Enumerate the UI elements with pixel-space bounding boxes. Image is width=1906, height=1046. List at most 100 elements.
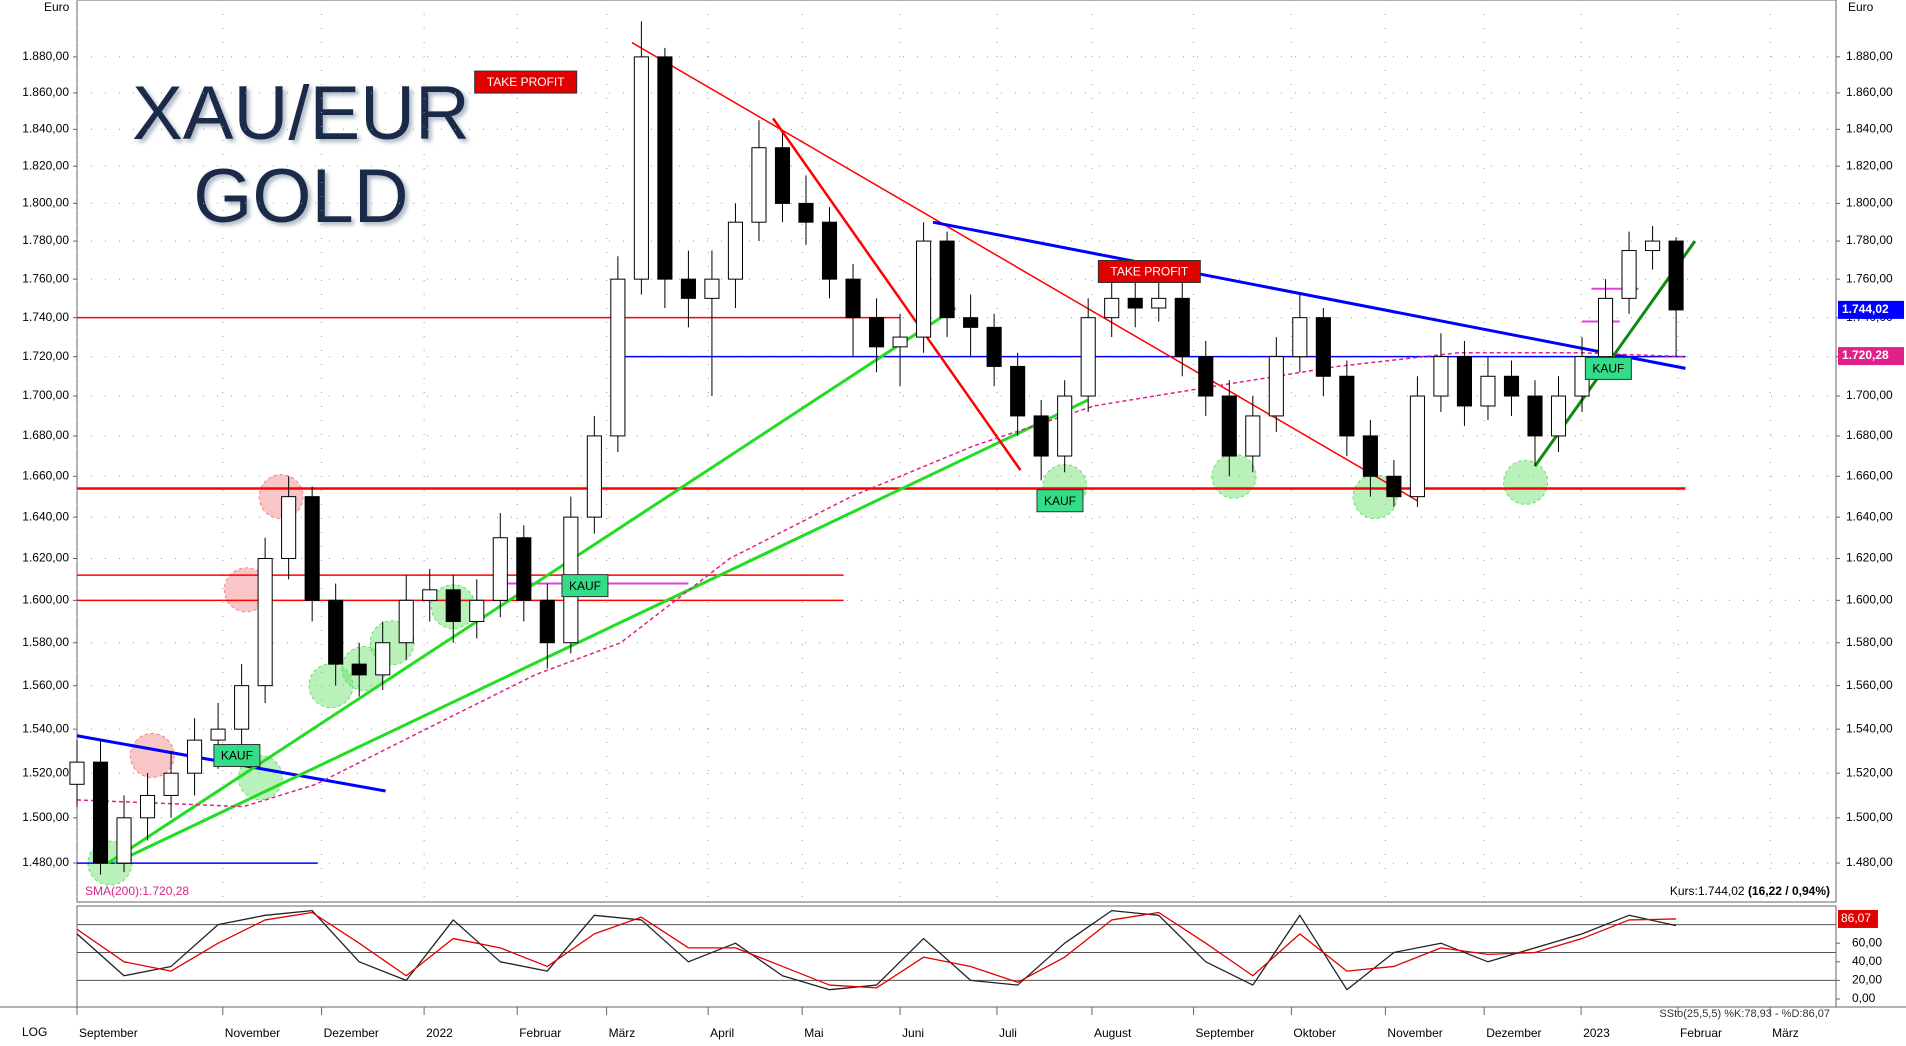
- annotation-label: KAUF: [569, 579, 601, 593]
- y-tick-label: 1.540,00: [22, 721, 69, 735]
- title-line: XAU/EUR: [132, 71, 470, 156]
- candle-body: [892, 336, 908, 348]
- candle-body: [1503, 375, 1520, 397]
- candle-body: [963, 317, 979, 328]
- candle-body: [398, 599, 414, 644]
- y-tick-label: 1.560,00: [22, 678, 69, 692]
- y-tick-label: 1.760,00: [1846, 271, 1893, 285]
- price-tag: [1838, 300, 1904, 319]
- y-tick-label: 60,00: [1852, 935, 1882, 949]
- candle-body: [281, 496, 297, 559]
- candle-body: [1621, 250, 1637, 299]
- indicator-legend: SSto(25,5,5) %K:78,93 - %D:86,07: [1659, 1008, 1830, 1020]
- y-tick-label: 1.520,00: [1846, 765, 1893, 779]
- y-tick-label: 1.680,00: [22, 428, 69, 442]
- candle-body: [257, 557, 273, 687]
- x-tick-label: September: [1196, 1026, 1255, 1040]
- candle-body: [1268, 356, 1284, 417]
- y-tick-label: 1.480,00: [22, 855, 69, 869]
- y-tick-label: 1.840,00: [22, 122, 69, 136]
- annotation-box: [1036, 489, 1084, 513]
- y-tick-label: 1.640,00: [1846, 509, 1893, 523]
- candle-body: [422, 589, 438, 601]
- price-info: Kurs:1.744,02 (16,22 / 0,94%): [1670, 884, 1830, 898]
- y-tick-label: 1.740,00: [22, 310, 69, 324]
- candle-body: [1221, 395, 1237, 457]
- y-tick-label: 1.840,00: [1846, 122, 1893, 136]
- x-tick-label: Dezember: [324, 1026, 379, 1040]
- y-tick-label: 1.620,00: [22, 551, 69, 565]
- candle-body: [633, 56, 649, 280]
- stoch-line: [76, 910, 1677, 991]
- x-tick-label: August: [1094, 1026, 1132, 1040]
- candle-body: [234, 685, 250, 730]
- y-axis-label: Euro: [44, 0, 70, 14]
- annotation-box: [213, 744, 261, 768]
- highlight: [1503, 459, 1549, 505]
- candle-body: [1151, 297, 1167, 309]
- candle-body: [1409, 395, 1425, 498]
- candle-body: [1245, 415, 1261, 457]
- x-tick-label: 2022: [426, 1026, 453, 1040]
- y-tick-label: 40,00: [1852, 954, 1882, 968]
- annotation-box: [1584, 356, 1632, 380]
- candle-body: [1198, 356, 1214, 397]
- y-tick-label: 1.800,00: [1846, 196, 1893, 210]
- x-tick-label: Oktober: [1293, 1026, 1336, 1040]
- candle-body: [821, 221, 838, 280]
- trend-line: [772, 117, 1022, 471]
- annotation-box: [474, 70, 578, 94]
- trend-line: [932, 220, 1686, 370]
- candle-body: [516, 537, 532, 601]
- candle-body: [328, 599, 344, 665]
- price-info-value: Kurs:1.744,02: [1670, 884, 1745, 898]
- y-tick-label: 1.720,00: [22, 349, 69, 363]
- candle-body: [774, 147, 791, 204]
- x-tick-label: März: [609, 1026, 636, 1040]
- candle-body: [445, 589, 461, 622]
- candle-body: [586, 435, 602, 518]
- candle-body: [69, 761, 85, 785]
- y-tick-label: 1.500,00: [22, 810, 69, 824]
- candle-body: [680, 278, 696, 299]
- y-tick-label: 1.680,00: [1846, 428, 1893, 442]
- trend-line: [107, 306, 957, 865]
- x-tick-label: Mai: [804, 1026, 823, 1040]
- candle-body: [727, 221, 744, 280]
- candle-body: [1527, 395, 1543, 437]
- candle-body: [304, 496, 320, 601]
- y-tick-label: 1.760,00: [22, 271, 69, 285]
- candle-body: [1645, 240, 1661, 252]
- y-tick-label: 1.580,00: [1846, 635, 1893, 649]
- stoch-line: [76, 911, 1677, 989]
- candle-body: [610, 278, 626, 437]
- candle-body: [1033, 415, 1049, 457]
- candle-body: [1315, 317, 1331, 377]
- trend-line: [631, 41, 1418, 502]
- y-tick-label: 1.860,00: [1846, 85, 1893, 99]
- candle-body: [539, 599, 555, 644]
- candle-body: [986, 326, 1002, 367]
- y-tick-label: 1.580,00: [22, 635, 69, 649]
- candle-body: [1339, 375, 1355, 437]
- annotation-label: KAUF: [1044, 494, 1076, 508]
- candle-body: [1362, 435, 1378, 477]
- y-axis-label: Euro: [1848, 0, 1874, 14]
- value-tag: [1838, 909, 1878, 928]
- y-tick-label: 1.540,00: [1846, 721, 1893, 735]
- price-info-change: (16,22 / 0,94%): [1748, 884, 1830, 898]
- candle-body: [868, 317, 885, 348]
- y-tick-label: 1.480,00: [1846, 855, 1893, 869]
- candle-body: [657, 56, 673, 280]
- x-tick-label: 2023: [1583, 1026, 1610, 1040]
- annotation-label: KAUF: [221, 749, 253, 763]
- candle-body: [1292, 317, 1308, 358]
- candle-body: [1174, 297, 1190, 358]
- annotation-box: [1097, 260, 1201, 284]
- y-tick-label: 0,00: [1852, 991, 1876, 1005]
- candle-body: [845, 278, 861, 319]
- x-tick-label: Juli: [999, 1026, 1017, 1040]
- x-tick-label: Juni: [902, 1026, 924, 1040]
- sma-line: [76, 351, 1684, 808]
- x-tick-label: Februar: [519, 1026, 561, 1040]
